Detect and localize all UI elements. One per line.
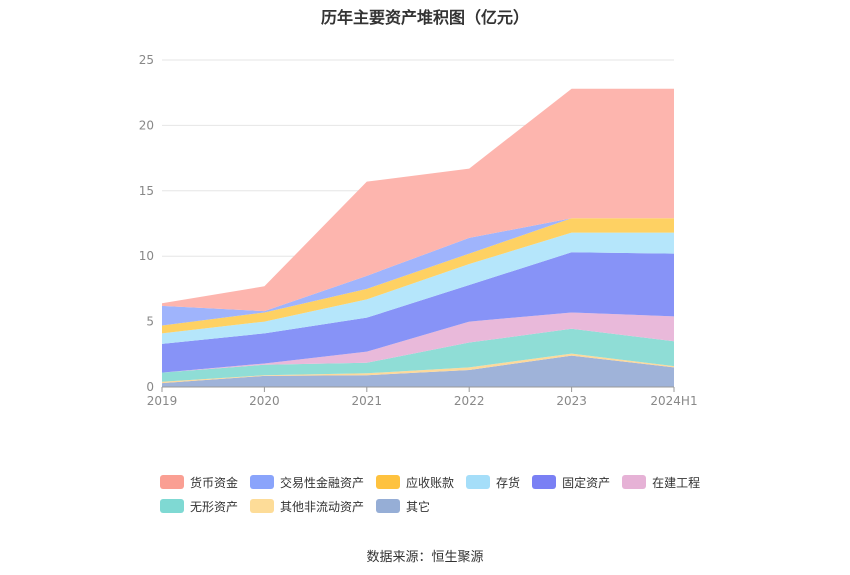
- x-tick-label: 2019: [147, 394, 178, 408]
- legend-swatch: [376, 475, 401, 489]
- legend-label: 货币资金: [190, 475, 239, 490]
- x-tick-label: 2023: [556, 394, 587, 408]
- stacked-area-chart: 0 5 10 15 20 25 2019 2020 2021 2022 2023 2024H1: [139, 53, 698, 408]
- legend-label: 在建工程: [652, 475, 701, 490]
- legend-item[interactable]: 交易性金融资产: [250, 474, 364, 490]
- axes: 0 5 10 15 20 25 2019 2020 2021 2022 2023 2024H1: [139, 53, 698, 408]
- area-货币资金: [162, 88, 674, 312]
- legend-label: 其他非流动资产: [280, 499, 365, 514]
- legend-swatch: [622, 475, 647, 489]
- legend: 货币资金 交易性金融资产 应收账款 存货 固定资产 在建工程无形资产 其他非流动资产 其它: [160, 474, 720, 522]
- legend-item[interactable]: 货币资金: [160, 474, 238, 490]
- legend-swatch: [160, 499, 184, 513]
- legend-label: 交易性金融资产: [280, 475, 365, 490]
- legend-label: 固定资产: [562, 475, 611, 490]
- legend-swatch: [466, 475, 491, 489]
- area-交易性金融资产: [162, 218, 674, 326]
- area-在建工程: [162, 312, 674, 373]
- y-tick-label: 5: [146, 315, 154, 329]
- legend-label: 应收账款: [406, 475, 455, 490]
- legend-swatch: [250, 475, 275, 489]
- legend-item[interactable]: 存货: [466, 474, 520, 490]
- legend-item[interactable]: 固定资产: [532, 474, 610, 490]
- area-series: [162, 88, 674, 387]
- legend-swatch: [376, 499, 401, 513]
- legend-swatch: [250, 499, 275, 513]
- area-应收账款: [162, 218, 674, 334]
- legend-label: 无形资产: [190, 499, 239, 514]
- x-tick-label: 2020: [249, 394, 280, 408]
- legend-item[interactable]: 其它: [376, 498, 430, 514]
- y-tick-label: 0: [146, 380, 154, 394]
- legend-label: 其它: [406, 499, 431, 514]
- legend-item[interactable]: 无形资产: [160, 498, 238, 514]
- data-source: 数据来源：恒生聚源: [366, 550, 484, 565]
- area-无形资产: [162, 328, 674, 382]
- legend-item[interactable]: 在建工程: [622, 474, 700, 490]
- legend-label: 存货: [496, 475, 521, 490]
- y-tick-label: 25: [139, 53, 154, 67]
- legend-item[interactable]: 其他非流动资产: [250, 498, 364, 514]
- x-tick-label: 2024H1: [650, 394, 697, 408]
- chart-title: 历年主要资产堆积图（亿元）: [320, 8, 529, 27]
- y-tick-label: 10: [139, 249, 154, 263]
- y-tick-label: 20: [139, 118, 154, 132]
- x-tick-label: 2022: [454, 394, 485, 408]
- legend-item[interactable]: 应收账款: [376, 474, 454, 490]
- legend-swatch: [160, 475, 184, 489]
- area-其它: [162, 355, 674, 387]
- area-存货: [162, 232, 674, 344]
- y-tick-label: 15: [139, 184, 154, 198]
- x-tick-label: 2021: [352, 394, 383, 408]
- legend-swatch: [532, 475, 557, 489]
- area-固定资产: [162, 252, 674, 373]
